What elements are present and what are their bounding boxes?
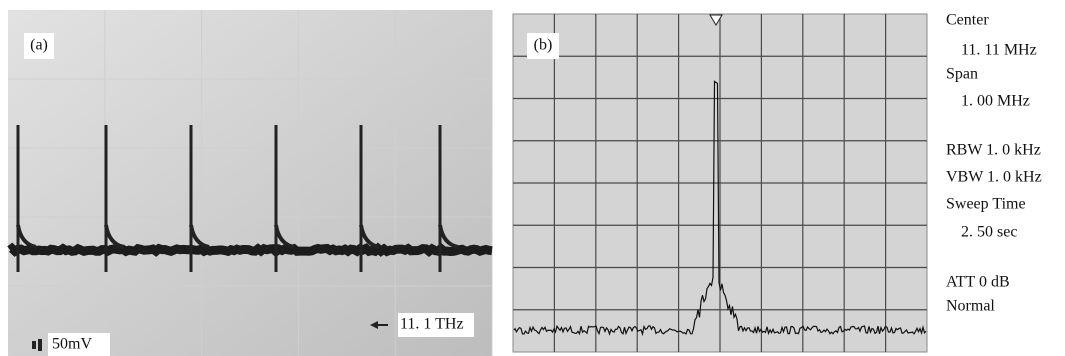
scale-label: 50mV [52, 336, 92, 353]
marker-label: 11. 1 THz [400, 316, 464, 333]
figure: (a) 11. 1 THz 50mV (b) Center 11. 11 MHz S… [0, 0, 1065, 356]
settings-list: Center 11. 11 MHz Span 1. 00 MHz RBW 1. 0 kH… [946, 12, 1042, 315]
setting-text: 2. 50 sec [961, 224, 1017, 241]
panel-label: (a) [30, 37, 48, 54]
setting-text: 1. 00 MHz [961, 93, 1030, 110]
setting-text: Span [946, 66, 978, 83]
setting-text: RBW 1. 0 kHz [946, 142, 1041, 159]
panel-label: (b) [534, 37, 553, 54]
screen [8, 10, 492, 356]
setting-text: Center [946, 12, 989, 29]
setting-text: ATT 0 dB [946, 274, 1010, 291]
oscilloscope-panel: (a) 11. 1 THz 50mV [8, 10, 492, 356]
setting-text: VBW 1. 0 kHz [946, 169, 1042, 186]
setting-text: Sweep Time [946, 196, 1026, 213]
spectrum-panel: (b) [513, 14, 927, 352]
setting-text: Normal [946, 298, 995, 315]
trace-baseline [10, 249, 492, 252]
setting-text: 11. 11 MHz [961, 42, 1037, 59]
